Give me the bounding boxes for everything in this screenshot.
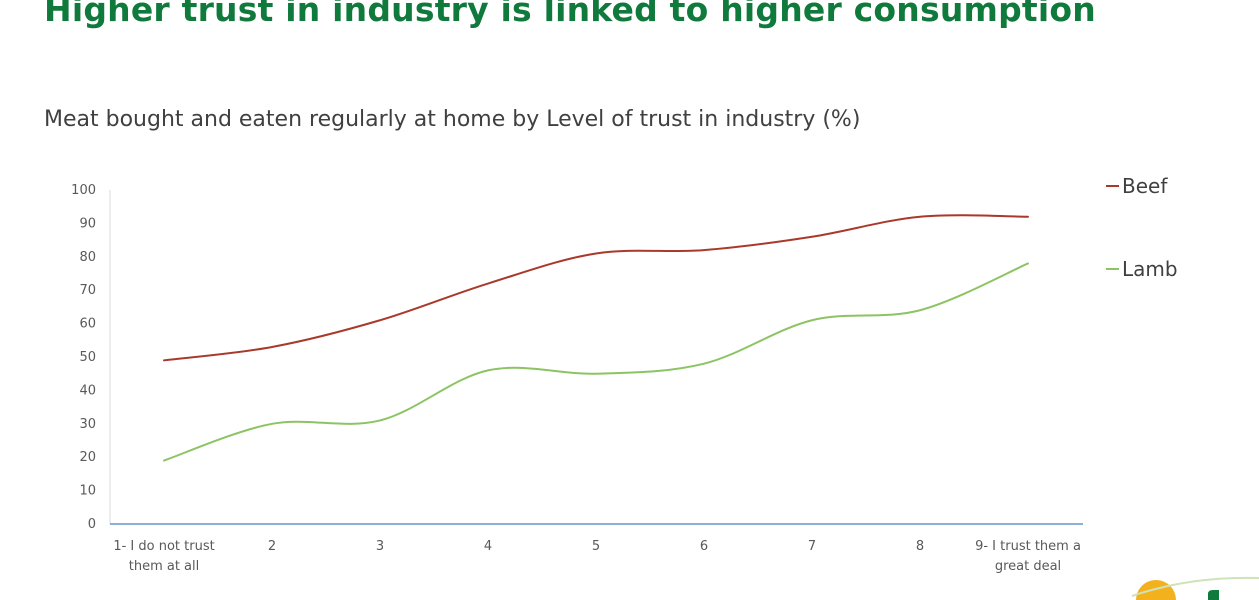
x-axis: 1- I do not trust them at all 2 3 4 5 6 7 8 9- I … xyxy=(110,523,1083,574)
x-tick-label: 3 xyxy=(376,539,384,554)
slide-title: Higher trust in industry is linked to hi… xyxy=(44,0,1096,29)
x-tick-label: 6 xyxy=(700,539,708,554)
chart-title: Meat bought and eaten regularly at home … xyxy=(44,107,861,132)
x-tick-label: 5 xyxy=(592,539,600,554)
series-line-lamb xyxy=(163,262,1029,462)
y-tick-label: 90 xyxy=(79,216,96,231)
y-tick-label: 30 xyxy=(79,417,96,432)
logo-mark-shape xyxy=(1208,590,1219,600)
x-tick-label: 8 xyxy=(916,539,924,554)
x-tick-label: 7 xyxy=(808,539,816,554)
sun-logo-icon xyxy=(1131,576,1259,600)
legend-label-lamb: Lamb xyxy=(1122,257,1178,281)
series-lines xyxy=(163,214,1029,462)
x-tick-label: 2 xyxy=(268,539,276,554)
y-tick-label: 100 xyxy=(71,183,96,198)
legend-label-beef: Beef xyxy=(1122,174,1168,198)
y-tick-label: 60 xyxy=(79,317,96,332)
logo-swoosh-shape xyxy=(1131,576,1259,597)
y-tick-label: 10 xyxy=(79,484,96,499)
y-tick-label: 80 xyxy=(79,250,96,265)
y-tick-label: 50 xyxy=(79,350,96,365)
series-line-beef xyxy=(163,214,1029,362)
x-tick-label: them at all xyxy=(129,559,200,574)
logo-sun-shape xyxy=(1136,580,1176,600)
x-tick-label: 4 xyxy=(484,539,492,554)
x-tick-label: great deal xyxy=(995,559,1061,574)
y-axis: 0 10 20 30 40 50 60 70 80 90 100 xyxy=(71,183,111,532)
x-tick-label: 1- I do not trust xyxy=(113,539,214,554)
x-tick-label: 9- I trust them a xyxy=(975,539,1081,554)
y-tick-label: 70 xyxy=(79,283,96,298)
y-tick-label: 40 xyxy=(79,383,96,398)
legend: Beef Lamb xyxy=(1106,174,1178,281)
y-tick-label: 0 xyxy=(88,517,96,532)
y-tick-label: 20 xyxy=(79,450,96,465)
